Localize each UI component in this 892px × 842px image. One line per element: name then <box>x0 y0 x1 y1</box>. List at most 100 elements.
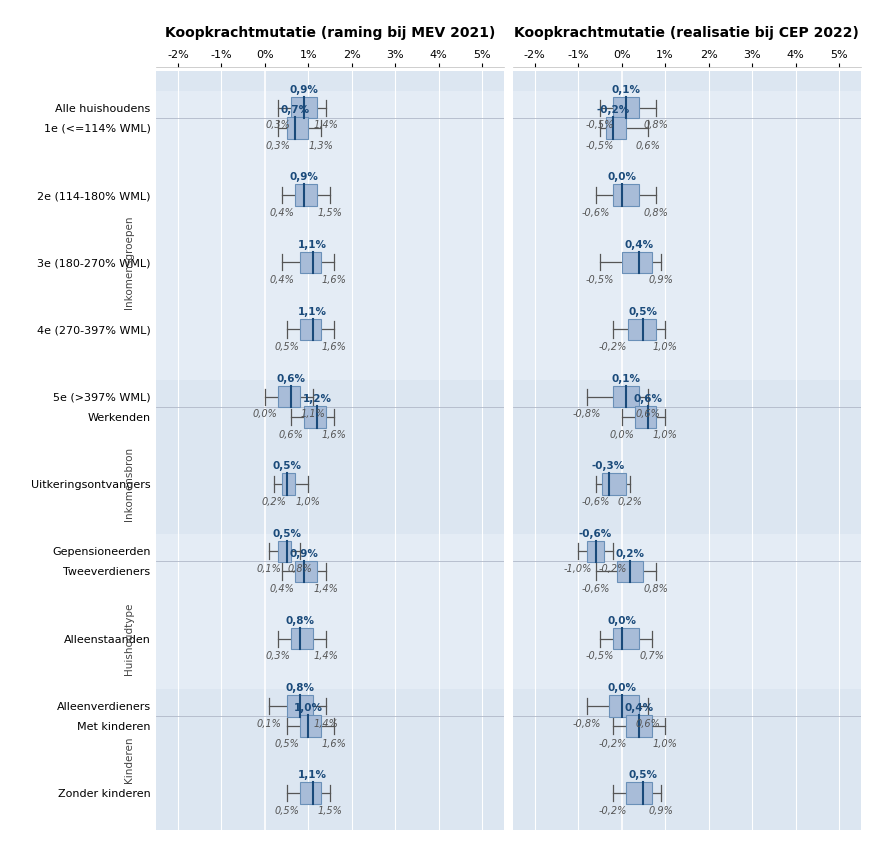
Text: -0,8%: -0,8% <box>573 719 601 728</box>
Bar <box>513 380 861 589</box>
Text: 0,2%: 0,2% <box>615 549 645 559</box>
Text: 0,1%: 0,1% <box>257 564 282 574</box>
Text: 0,8%: 0,8% <box>644 120 669 131</box>
Text: 0,8%: 0,8% <box>287 564 312 574</box>
Text: 1,0%: 1,0% <box>653 342 678 352</box>
Bar <box>513 535 861 743</box>
Text: 0,2%: 0,2% <box>261 497 286 507</box>
Text: 1,0%: 1,0% <box>296 497 321 507</box>
Text: 1,5%: 1,5% <box>318 208 343 218</box>
Text: Kinderen: Kinderen <box>124 737 135 783</box>
Text: 1,6%: 1,6% <box>322 275 347 285</box>
Text: -0,8%: -0,8% <box>573 409 601 419</box>
Text: 0,0%: 0,0% <box>607 616 636 626</box>
Text: 0,8%: 0,8% <box>285 616 314 626</box>
Text: 1,6%: 1,6% <box>322 738 347 749</box>
Text: 1,1%: 1,1% <box>298 306 327 317</box>
Text: 0,9%: 0,9% <box>648 275 673 285</box>
Text: -0,2%: -0,2% <box>599 564 627 574</box>
Text: -0,6%: -0,6% <box>582 584 610 594</box>
Bar <box>300 252 321 273</box>
Text: 1,4%: 1,4% <box>313 120 338 131</box>
Text: 0,7%: 0,7% <box>640 652 665 662</box>
Text: 0,3%: 0,3% <box>266 120 290 131</box>
Text: 0,0%: 0,0% <box>607 683 636 693</box>
Text: 1,3%: 1,3% <box>309 141 334 151</box>
Bar <box>300 782 321 804</box>
Text: 0,1%: 0,1% <box>257 719 282 728</box>
Text: 1,6%: 1,6% <box>322 429 347 440</box>
Text: 1,2%: 1,2% <box>302 394 332 404</box>
Bar <box>513 91 861 434</box>
Text: -0,3%: -0,3% <box>592 461 625 472</box>
Text: 0,1%: 0,1% <box>611 374 640 384</box>
Text: 0,4%: 0,4% <box>624 703 654 713</box>
Text: 0,0%: 0,0% <box>252 409 277 419</box>
Text: 0,0%: 0,0% <box>607 173 636 183</box>
Text: 0,6%: 0,6% <box>277 374 305 384</box>
Text: -0,2%: -0,2% <box>599 806 627 816</box>
Text: 0,1%: 0,1% <box>611 85 640 95</box>
Text: 0,5%: 0,5% <box>274 806 299 816</box>
Text: 1,4%: 1,4% <box>313 652 338 662</box>
Text: 0,6%: 0,6% <box>635 719 660 728</box>
Text: 0,0%: 0,0% <box>609 429 634 440</box>
Bar <box>286 695 313 717</box>
Text: 0,5%: 0,5% <box>629 770 658 781</box>
Bar <box>278 541 291 562</box>
Text: 1,1%: 1,1% <box>298 770 327 781</box>
Text: 0,5%: 0,5% <box>274 738 299 749</box>
Text: -0,6%: -0,6% <box>582 208 610 218</box>
Bar <box>608 695 639 717</box>
Text: 0,2%: 0,2% <box>618 497 643 507</box>
Bar <box>295 184 317 205</box>
Bar <box>156 91 504 434</box>
Bar <box>300 319 321 340</box>
Bar <box>304 406 326 428</box>
Text: Huishoudtype: Huishoudtype <box>124 603 135 674</box>
Text: 1,0%: 1,0% <box>653 738 678 749</box>
Bar <box>156 689 504 830</box>
Text: 0,5%: 0,5% <box>274 342 299 352</box>
Text: 1,1%: 1,1% <box>298 239 327 249</box>
Text: 0,3%: 0,3% <box>266 652 290 662</box>
Bar <box>622 252 652 273</box>
Text: 0,6%: 0,6% <box>635 141 660 151</box>
Text: -0,2%: -0,2% <box>596 105 630 115</box>
Bar <box>613 184 639 205</box>
Bar <box>626 716 652 737</box>
Text: 1,0%: 1,0% <box>653 429 678 440</box>
Text: 1,6%: 1,6% <box>322 342 347 352</box>
Text: 0,4%: 0,4% <box>269 208 294 218</box>
Bar <box>513 689 861 830</box>
Text: 0,6%: 0,6% <box>633 394 662 404</box>
Bar <box>602 473 626 495</box>
Text: -0,5%: -0,5% <box>586 652 614 662</box>
Text: 0,9%: 0,9% <box>648 806 673 816</box>
Text: 0,9%: 0,9% <box>290 173 318 183</box>
Bar <box>613 97 639 119</box>
Bar <box>286 117 309 139</box>
Text: 1,0%: 1,0% <box>293 703 323 713</box>
Text: 0,8%: 0,8% <box>285 683 314 693</box>
Text: -1,0%: -1,0% <box>564 564 592 574</box>
Bar <box>291 97 317 119</box>
Bar <box>282 473 295 495</box>
Bar <box>626 782 652 804</box>
Text: 0,9%: 0,9% <box>290 549 318 559</box>
Text: Inkomensgroepen: Inkomensgroepen <box>124 216 135 309</box>
Bar <box>613 386 639 408</box>
Bar <box>156 380 504 589</box>
Text: 0,8%: 0,8% <box>644 208 669 218</box>
Bar <box>607 117 626 139</box>
Bar <box>295 561 317 582</box>
Text: 0,4%: 0,4% <box>624 239 654 249</box>
Text: 0,9%: 0,9% <box>290 85 318 95</box>
Text: -0,2%: -0,2% <box>599 342 627 352</box>
Text: 1,1%: 1,1% <box>301 409 325 419</box>
Text: 0,7%: 0,7% <box>281 105 310 115</box>
Text: 0,5%: 0,5% <box>629 306 658 317</box>
Text: 1,4%: 1,4% <box>313 719 338 728</box>
Bar <box>628 319 657 340</box>
Bar <box>278 386 300 408</box>
